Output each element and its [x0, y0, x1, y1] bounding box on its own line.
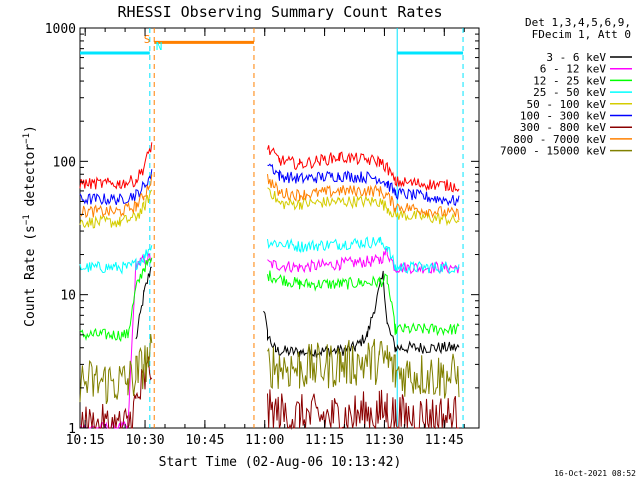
y-axis-label-main: Count Rate (s — [23, 225, 38, 327]
series-line-7 — [79, 174, 153, 219]
series-line-0 — [263, 270, 460, 359]
x-tick-label: 11:30 — [365, 433, 404, 448]
series-line-5 — [79, 169, 153, 206]
vertical-markers — [149, 28, 464, 428]
x-tick-label: 10:15 — [66, 433, 105, 448]
legend-header: FDecim 1, Att 0 — [532, 28, 631, 41]
series-line-1 — [79, 252, 153, 430]
y-tick-label: 100 — [53, 155, 76, 170]
legend-entry-label: 50 - 100 keV — [527, 98, 607, 111]
series-line-3 — [267, 236, 460, 275]
x-axis-label: Start Time (02-Aug-06 10:13:42) — [159, 455, 402, 470]
y-axis-label-sup1: −1 — [22, 214, 32, 225]
y-axis-label-sup2: −1 — [22, 133, 32, 144]
x-axis: 10:15 10:30 10:45 11:00 11:15 11:30 11:45 — [66, 28, 465, 448]
legend-entry-label: 6 - 12 keV — [540, 63, 607, 76]
legend-entry-label: 3 - 6 keV — [546, 51, 606, 64]
series-line-9 — [267, 145, 460, 193]
x-tick-label: 10:30 — [125, 433, 164, 448]
x-tick-label: 11:15 — [305, 433, 344, 448]
series-lines — [79, 142, 460, 430]
y-tick-label: 1000 — [45, 22, 76, 37]
legend-entry-label: 300 - 800 keV — [520, 121, 606, 134]
x-tick-label: 11:45 — [425, 433, 464, 448]
series-line-2 — [79, 257, 153, 343]
series-line-6 — [80, 356, 153, 429]
y-axis-label-mid: detector — [23, 144, 38, 215]
legend-entry-label: 7000 - 15000 keV — [500, 145, 606, 158]
series-line-5 — [267, 163, 460, 207]
y-axis-label: Count Rate (s−1 detector−1) — [22, 125, 38, 327]
plot-frame — [79, 27, 480, 429]
series-line-3 — [79, 245, 153, 275]
series-line-8 — [267, 338, 460, 399]
y-axis: 1 10 100 1000 — [45, 22, 479, 437]
annotation-n: N — [156, 40, 163, 53]
footer-timestamp: 16-Oct-2021 08:52 — [554, 469, 636, 478]
series-line-4 — [79, 189, 153, 229]
series-line-2 — [267, 270, 460, 337]
series-line-7 — [267, 174, 460, 221]
x-tick-label: 11:00 — [245, 433, 284, 448]
legend: Det 1,3,4,5,6,9,FDecim 1, Att 0 3 - 6 keV… — [500, 16, 632, 158]
series-line-8 — [79, 333, 153, 405]
series-line-9 — [79, 142, 153, 190]
legend-entry-label: 800 - 7000 keV — [513, 133, 606, 146]
x-tick-label: 10:45 — [185, 433, 224, 448]
plot-border — [79, 27, 480, 429]
y-tick-label: 1 — [68, 422, 76, 437]
legend-entry-label: 12 - 25 keV — [533, 74, 606, 87]
annotation-s: S — [144, 33, 151, 46]
y-axis-label-end: ) — [23, 125, 38, 133]
legend-header: Det 1,3,4,5,6,9, — [525, 16, 631, 29]
flag-bars — [80, 40, 464, 55]
series-line-6 — [267, 389, 459, 430]
chart-title: RHESSI Observing Summary Count Rates — [117, 3, 442, 21]
series-line-0 — [135, 266, 152, 340]
legend-entry-label: 100 - 300 keV — [520, 110, 606, 123]
y-tick-label: 10 — [60, 289, 76, 304]
series-line-1 — [267, 247, 460, 275]
annotations: SN — [144, 33, 163, 53]
legend-entry-label: 25 - 50 keV — [533, 86, 606, 99]
